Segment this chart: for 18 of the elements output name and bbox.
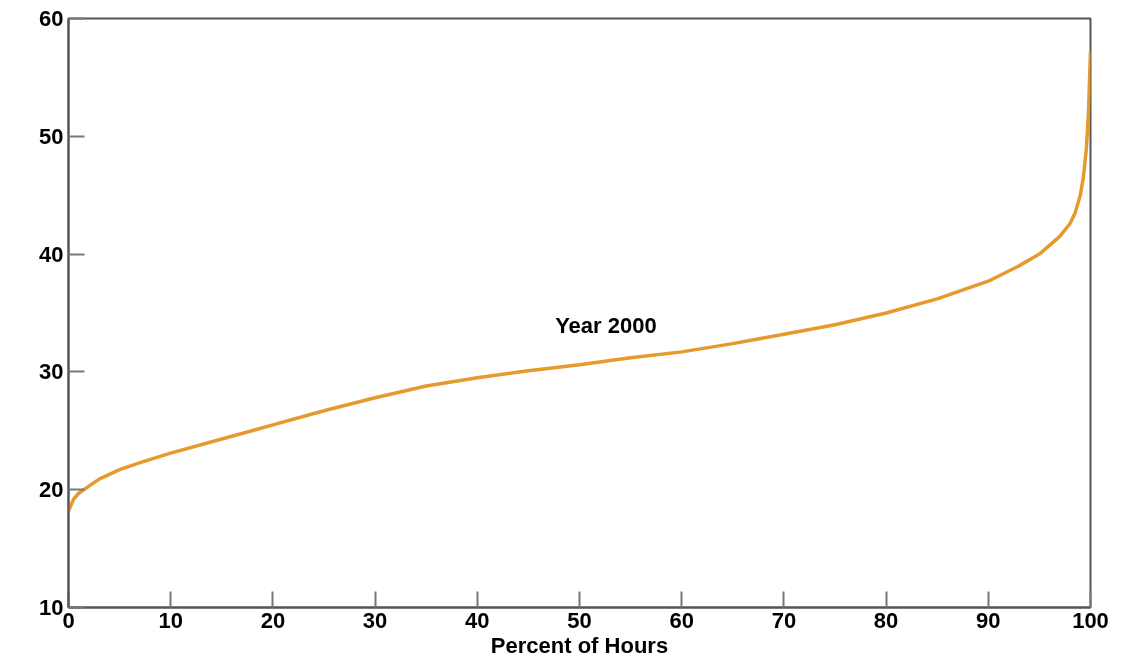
x-axis-title: Percent of Hours <box>490 632 669 658</box>
x-tick-label: 40 <box>465 607 490 633</box>
x-tick-label: 60 <box>669 607 694 633</box>
x-tick-label: 70 <box>771 607 797 633</box>
y-tick-label: 40 <box>39 241 64 267</box>
y-tick-label: 20 <box>39 477 64 503</box>
series-label: Year 2000 <box>555 312 657 338</box>
x-tick-label: 90 <box>976 607 1001 633</box>
x-tick-label: 0 <box>62 607 75 633</box>
y-tick-label: 60 <box>39 6 64 31</box>
y-tick-label: 30 <box>39 359 64 385</box>
x-tick-label: 100 <box>1072 607 1109 633</box>
x-tick-label: 20 <box>260 607 286 633</box>
x-tick-label: 50 <box>567 607 592 633</box>
x-tick-label: 10 <box>158 607 183 633</box>
x-tick-label: 80 <box>873 607 899 633</box>
y-tick-label: 50 <box>39 123 64 149</box>
x-tick-label: 30 <box>362 607 388 633</box>
